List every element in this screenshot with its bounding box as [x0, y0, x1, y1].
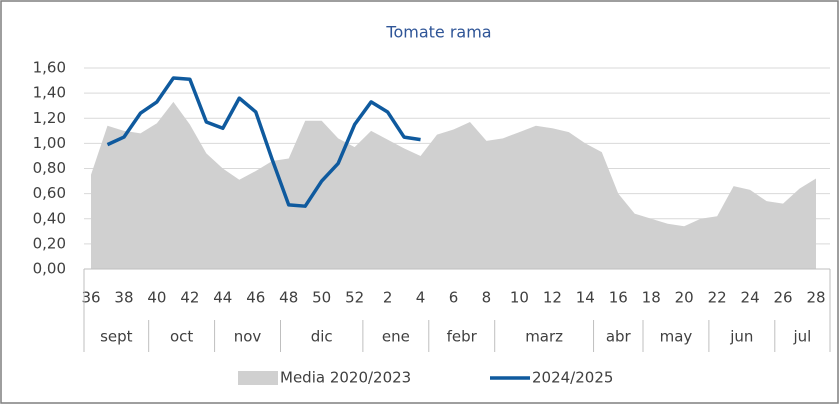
- y-tick-label: 1,40: [33, 84, 66, 102]
- x-tick-label: 48: [279, 289, 298, 307]
- month-label: marz: [525, 328, 563, 346]
- x-tick-label: 12: [543, 289, 562, 307]
- legend-label: Media 2020/2023: [280, 369, 411, 387]
- x-tick-label: 50: [312, 289, 331, 307]
- chart-title: Tomate rama: [385, 23, 491, 42]
- x-tick-label: 44: [213, 289, 232, 307]
- x-tick-label: 38: [114, 289, 133, 307]
- legend-swatch: [238, 371, 278, 385]
- x-tick-label: 22: [708, 289, 727, 307]
- month-label: may: [660, 328, 693, 346]
- month-label: jul: [792, 328, 811, 346]
- x-tick-label: 26: [773, 289, 792, 307]
- y-tick-label: 0,40: [33, 209, 66, 227]
- x-tick-label: 16: [609, 289, 628, 307]
- y-tick-label: 1,00: [33, 134, 66, 152]
- x-tick-label: 28: [806, 289, 825, 307]
- y-tick-label: 0,00: [33, 260, 66, 278]
- month-label: dic: [311, 328, 333, 346]
- month-label: sept: [100, 328, 133, 346]
- month-label: nov: [234, 328, 262, 346]
- x-tick-label: 46: [246, 289, 265, 307]
- month-label: febr: [447, 328, 478, 346]
- x-tick-label: 10: [510, 289, 529, 307]
- x-tick-label: 42: [180, 289, 199, 307]
- x-tick-label: 8: [482, 289, 492, 307]
- x-tick-label: 4: [416, 289, 426, 307]
- y-tick-label: 1,60: [33, 59, 66, 77]
- month-label: ene: [382, 328, 410, 346]
- month-label: abr: [606, 328, 632, 346]
- y-tick-label: 0,80: [33, 159, 66, 177]
- month-label: jun: [729, 328, 753, 346]
- x-tick-label: 24: [741, 289, 760, 307]
- legend: Media 2020/2023 2024/2025: [238, 369, 613, 387]
- month-label: oct: [170, 328, 193, 346]
- x-tick-label: 18: [642, 289, 661, 307]
- x-tick-label: 36: [81, 289, 100, 307]
- y-tick-label: 0,20: [33, 234, 66, 252]
- area: [91, 101, 816, 269]
- y-tick-label: 1,20: [33, 109, 66, 127]
- x-tick-label: 14: [576, 289, 595, 307]
- x-tick-label: 6: [449, 289, 459, 307]
- legend-label: 2024/2025: [532, 369, 613, 387]
- y-tick-label: 0,60: [33, 184, 66, 202]
- x-tick-label: 2: [383, 289, 393, 307]
- x-tick-label: 20: [675, 289, 694, 307]
- x-tick-label: 40: [147, 289, 166, 307]
- x-tick-label: 52: [345, 289, 364, 307]
- line: [106, 76, 421, 208]
